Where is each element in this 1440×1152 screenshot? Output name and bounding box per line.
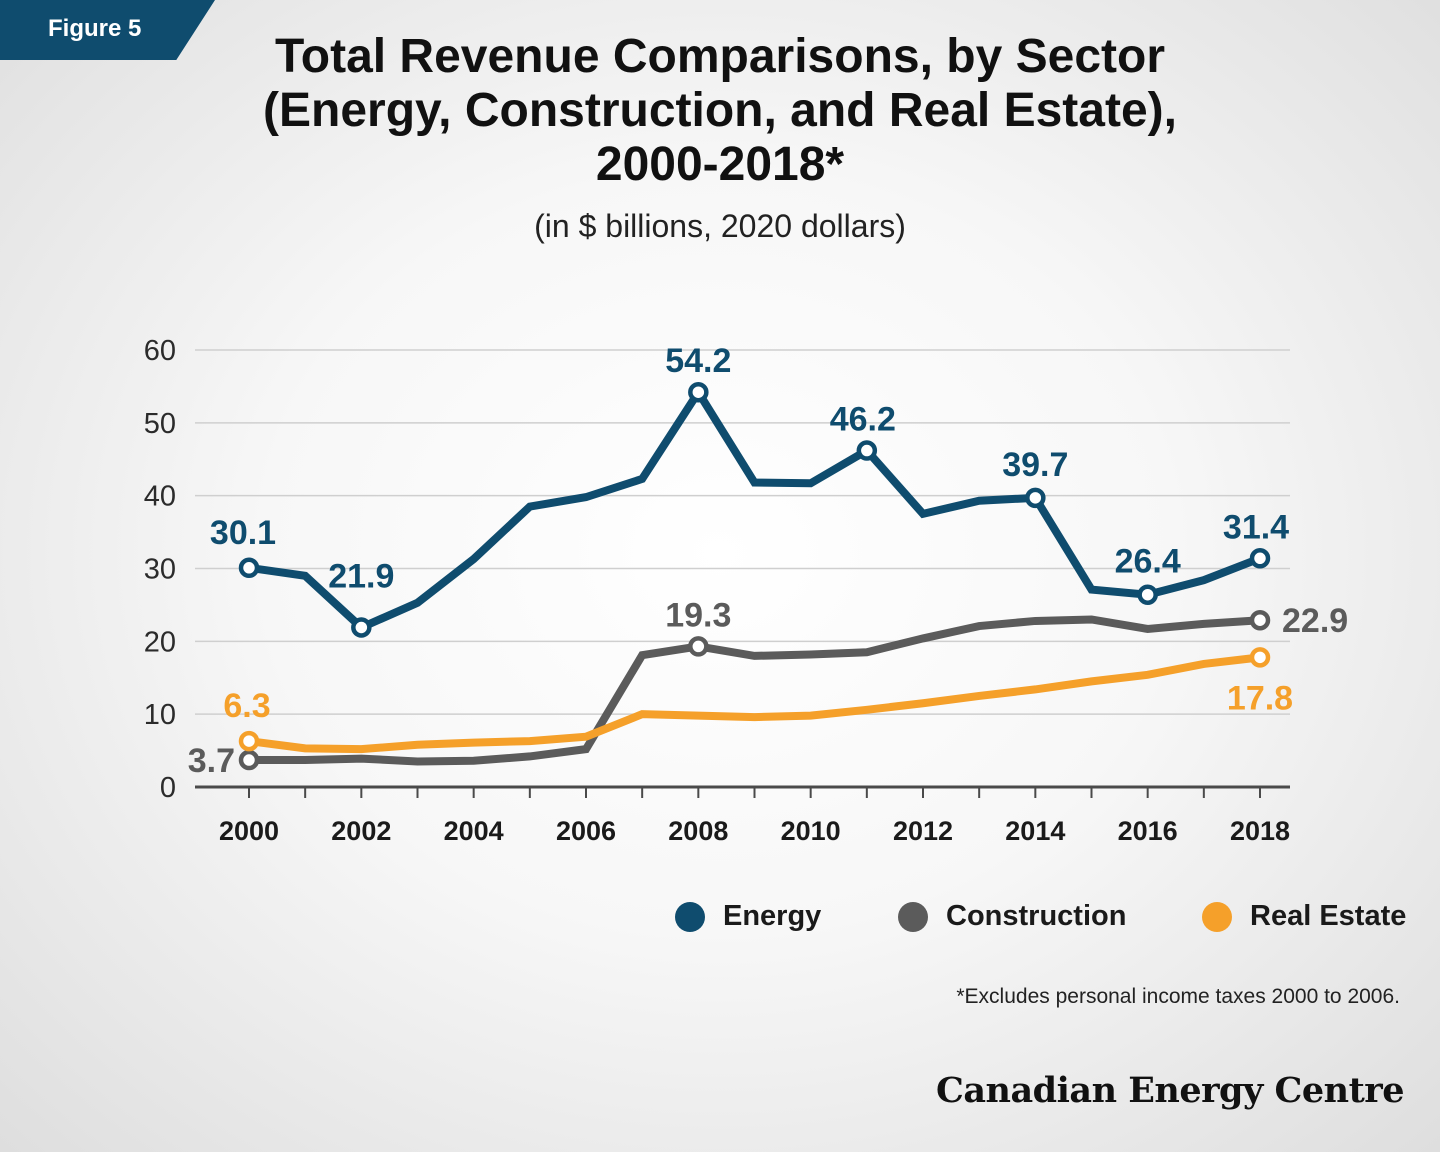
data-point-energy-2014 <box>1025 487 1046 509</box>
y-tick-label-30: 30 <box>144 554 176 586</box>
footnote: *Excludes personal income taxes 2000 to … <box>956 985 1400 1008</box>
y-tick-label-60: 60 <box>144 335 176 367</box>
data-point-energy-2000 <box>238 557 260 579</box>
legend-label-energy: Energy <box>723 900 822 932</box>
x-tick-label-2010: 2010 <box>781 816 841 846</box>
legend-label-construction: Construction <box>946 900 1127 932</box>
series-line-construction <box>249 615 1261 766</box>
y-tick-label-40: 40 <box>144 481 176 513</box>
data-point-real-estate-2018 <box>1249 647 1271 668</box>
x-tick-label-2006: 2006 <box>556 816 616 846</box>
chart-title: Total Revenue Comparisons, by Sector (En… <box>120 30 1320 192</box>
chart-subtitle: (in $ billions, 2020 dollars) <box>534 208 906 244</box>
y-tick-label-20: 20 <box>144 626 176 658</box>
figure-badge-label: Figure 5 <box>48 15 142 42</box>
data-label-energy-2008: 54.2 <box>665 342 731 380</box>
legend-item-energy: Energy <box>675 900 821 933</box>
data-label-construction-2018: 22.9 <box>1282 602 1348 640</box>
legend-item-construction: Construction <box>898 900 1126 933</box>
data-label-real-estate-2000: 6.3 <box>223 687 270 725</box>
data-label-energy-2002: 21.9 <box>328 557 394 595</box>
data-point-energy-2011 <box>856 440 878 461</box>
legend-dot-construction <box>898 901 928 932</box>
data-point-energy-2008 <box>688 381 709 403</box>
x-tick-label-2016: 2016 <box>1118 816 1178 846</box>
data-point-energy-2018 <box>1249 548 1271 569</box>
data-label-energy-2014: 39.7 <box>1002 446 1068 484</box>
x-tick-label-2002: 2002 <box>331 816 391 846</box>
data-point-construction-2008 <box>688 636 709 657</box>
figure-badge <box>0 0 215 60</box>
legend-label-real-estate: Real Estate <box>1250 900 1407 932</box>
data-label-energy-2018: 31.4 <box>1223 508 1289 546</box>
data-label-energy-2011: 46.2 <box>830 401 896 439</box>
data-label-construction-2000: 3.7 <box>188 742 235 780</box>
legend-dot-energy <box>675 901 705 932</box>
x-tick-label-2008: 2008 <box>668 816 728 846</box>
x-tick-label-2004: 2004 <box>444 816 504 846</box>
x-tick-label-2018: 2018 <box>1230 816 1290 846</box>
data-label-real-estate-2018: 17.8 <box>1227 679 1293 717</box>
y-tick-label-50: 50 <box>144 408 176 440</box>
data-point-real-estate-2000 <box>238 730 260 752</box>
chart-title-line-1: Total Revenue Comparisons, by Sector <box>275 30 1165 83</box>
y-tick-label-0: 0 <box>160 772 176 804</box>
data-point-construction-2018 <box>1249 609 1271 631</box>
data-label-energy-2016: 26.4 <box>1115 543 1181 581</box>
data-label-energy-2000: 30.1 <box>210 514 276 552</box>
chart-title-line-2: (Energy, Construction, and Real Estate), <box>263 84 1177 137</box>
data-point-construction-2000 <box>238 749 260 771</box>
x-tick-label-2012: 2012 <box>893 816 953 846</box>
x-tick-label-2000: 2000 <box>219 816 279 846</box>
chart-title-line-3: 2000-2018* <box>595 138 845 191</box>
series-line-real-estate <box>248 653 1261 754</box>
data-label-construction-2008: 19.3 <box>665 596 731 634</box>
chart-legend: Energy Construction Real Estate <box>0 900 1440 944</box>
data-point-energy-2002 <box>351 617 372 638</box>
x-tick-label-2014: 2014 <box>1005 816 1065 846</box>
data-point-energy-2016 <box>1137 584 1158 605</box>
y-tick-label-10: 10 <box>144 699 176 731</box>
brand-logo: Canadian Energy Centre <box>935 1070 1405 1111</box>
legend-item-real-estate: Real Estate <box>1202 900 1406 933</box>
legend-dot-real-estate <box>1202 901 1232 932</box>
series-line-energy <box>248 384 1262 633</box>
